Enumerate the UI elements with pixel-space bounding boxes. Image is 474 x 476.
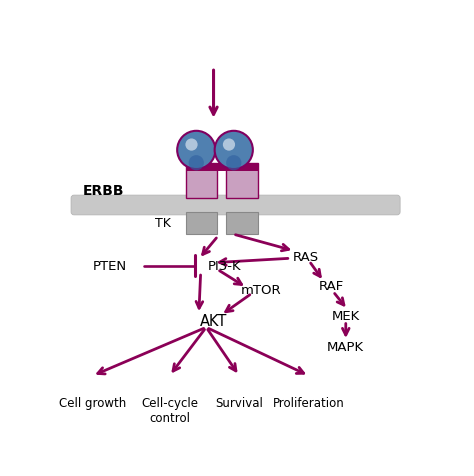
Text: RAS: RAS (292, 250, 319, 263)
Text: MAPK: MAPK (327, 340, 365, 353)
Text: RAF: RAF (319, 280, 344, 293)
Bar (186, 212, 217, 235)
Text: PTEN: PTEN (93, 259, 127, 273)
Circle shape (226, 156, 241, 171)
Circle shape (223, 139, 235, 151)
Text: Cell-cycle
control: Cell-cycle control (141, 396, 198, 424)
FancyBboxPatch shape (71, 196, 400, 216)
Text: mTOR: mTOR (241, 283, 282, 297)
Text: ERBB: ERBB (82, 184, 124, 198)
Circle shape (189, 156, 204, 171)
Text: TK: TK (155, 217, 171, 230)
Text: Proliferation: Proliferation (273, 396, 345, 409)
Text: PI3-K: PI3-K (208, 259, 242, 273)
Bar (186, 164, 257, 172)
Bar (227, 164, 257, 198)
Text: MEK: MEK (332, 309, 360, 322)
Circle shape (185, 139, 198, 151)
Circle shape (215, 131, 253, 169)
Text: Survival: Survival (215, 396, 263, 409)
Bar (227, 212, 257, 235)
Circle shape (177, 131, 215, 169)
Text: Cell growth: Cell growth (59, 396, 126, 409)
Text: AKT: AKT (200, 314, 227, 328)
Bar (186, 164, 217, 198)
